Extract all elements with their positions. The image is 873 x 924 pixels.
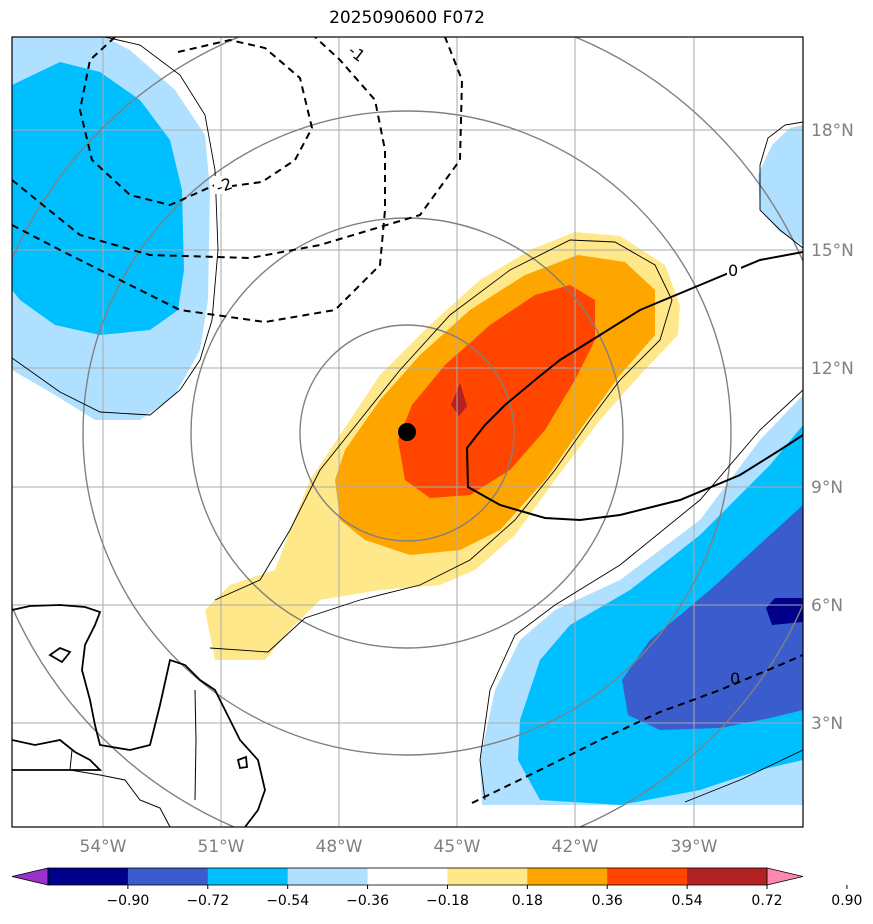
- contour-label: 0: [728, 261, 738, 280]
- map-title: 2025090600 F072: [329, 8, 485, 28]
- latitude-labels: 18°N 15°N 12°N 9°N 6°N 3°N: [811, 121, 854, 734]
- lon-label: 48°W: [316, 837, 363, 857]
- colorbar-segment: [447, 868, 528, 885]
- colorbar-extend-low: [11, 867, 49, 886]
- colorbar-segment: [207, 868, 289, 885]
- colorbar-extend-high: [766, 867, 804, 886]
- colorbar-segment: [287, 868, 369, 885]
- map-gridlines: [12, 37, 803, 827]
- coastline: [12, 37, 803, 827]
- lat-label: 3°N: [811, 714, 843, 734]
- map-frame: [11, 36, 804, 828]
- colorbar-segment: [607, 868, 688, 885]
- colorbar-tick-label: 0.18: [512, 893, 543, 909]
- colorbar-tick-label: 0.36: [592, 893, 623, 909]
- lat-label: 12°N: [811, 359, 854, 379]
- map-plot-area: [12, 37, 803, 827]
- contour-label: -2: [213, 174, 234, 197]
- colorbar-tick-label: −0.18: [426, 893, 469, 909]
- colorbar-segment: [367, 868, 448, 885]
- contour-label: 0: [730, 669, 740, 688]
- colorbar-tick-label: −0.54: [266, 893, 309, 909]
- colorbar-segment: [687, 868, 768, 885]
- lon-label: 42°W: [552, 837, 599, 857]
- lat-label: 15°N: [811, 241, 854, 261]
- lon-label: 54°W: [80, 837, 127, 857]
- colorbar-segment: [127, 868, 209, 885]
- lon-label: 45°W: [434, 837, 481, 857]
- colorbar-tick-label: 0.90: [831, 893, 862, 909]
- colorbar-tick-label: −0.36: [346, 893, 389, 909]
- colorbar-segment: [527, 868, 608, 885]
- lon-label: 39°W: [671, 837, 718, 857]
- lat-label: 18°N: [811, 121, 854, 141]
- colorbar-tick-label: 0.54: [672, 893, 703, 909]
- negative-field-right-edge: [758, 125, 803, 245]
- pressure-contours: [12, 37, 803, 804]
- lat-label: 9°N: [811, 478, 843, 498]
- lon-label: 51°W: [198, 837, 245, 857]
- colorbar-segment: [48, 868, 129, 885]
- colorbar-tick-label: −0.72: [186, 893, 229, 909]
- colorbar-frame: [47, 867, 768, 886]
- storm-center-marker: [398, 423, 416, 441]
- longitude-labels: 54°W 51°W 48°W 45°W 42°W 39°W: [80, 837, 718, 857]
- lat-label: 6°N: [811, 596, 843, 616]
- colorbar-tick-label: −0.90: [106, 893, 149, 909]
- colorbar-tick-label: 0.72: [751, 893, 782, 909]
- colorbar: −0.90 −0.72 −0.54 −0.36 −0.18 0.18 0.36 0.54 0.7…: [11, 867, 862, 909]
